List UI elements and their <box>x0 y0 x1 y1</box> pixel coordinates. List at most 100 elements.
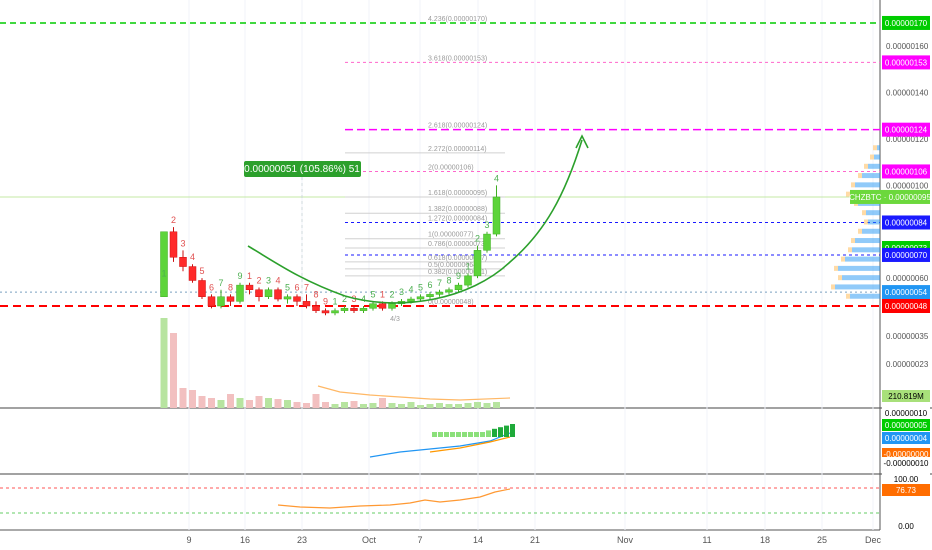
price-tag[interactable] <box>882 122 930 137</box>
price-tag[interactable] <box>882 247 930 262</box>
candle[interactable] <box>340 308 349 311</box>
volume-ma-line <box>317 385 511 401</box>
volume-bar <box>483 403 491 408</box>
candle[interactable] <box>464 275 472 286</box>
osc-tag <box>882 419 930 431</box>
volume-bar <box>398 404 405 408</box>
candle[interactable] <box>359 308 368 311</box>
candle[interactable] <box>435 291 444 295</box>
volume-profile-bar <box>838 265 880 271</box>
candle[interactable] <box>198 280 206 297</box>
volume-profile-bar <box>852 247 880 253</box>
histogram-bar <box>498 427 503 437</box>
signal-line <box>429 436 511 453</box>
trend-curve <box>247 245 346 297</box>
volume-bar <box>455 404 462 408</box>
price-tag[interactable] <box>882 55 930 70</box>
candle[interactable] <box>264 289 273 297</box>
candle[interactable] <box>483 233 491 251</box>
candle[interactable] <box>255 289 263 297</box>
candle[interactable] <box>274 289 282 300</box>
volume-bar <box>246 400 253 408</box>
candle[interactable] <box>245 284 254 291</box>
time-tick: Nov <box>617 535 634 545</box>
price-tag[interactable] <box>882 215 930 230</box>
fib-label: 1.272(0.00000084) <box>428 215 487 222</box>
price-tag[interactable] <box>882 15 930 30</box>
count-label: 2 <box>342 294 347 304</box>
volume-profile-bar <box>868 219 880 225</box>
candle[interactable] <box>378 303 387 309</box>
volume-bar <box>464 403 472 408</box>
candle[interactable] <box>492 196 501 235</box>
count-label: 9 <box>456 271 461 281</box>
osc-label: -0.00000000 <box>884 450 929 459</box>
price-tag-label: 0.00000106 <box>885 167 928 176</box>
osc2-label: 0.00 <box>898 522 914 531</box>
volume-bar <box>493 402 500 408</box>
volume-profile-bar <box>842 275 880 281</box>
candle[interactable] <box>321 310 330 314</box>
candle[interactable] <box>473 250 482 277</box>
candle[interactable] <box>293 296 301 302</box>
price-tag[interactable] <box>882 285 930 300</box>
volume-profile-bar <box>866 210 880 216</box>
time-tick: 21 <box>530 535 540 545</box>
count-label: 4 <box>190 252 195 262</box>
candle[interactable] <box>454 284 463 291</box>
price-tag-label: 0.00000084 <box>885 218 928 227</box>
histogram-bar <box>510 424 515 437</box>
candle[interactable] <box>445 289 453 293</box>
volume-profile-bar <box>873 145 877 151</box>
candle[interactable] <box>302 301 311 307</box>
candle[interactable] <box>312 305 320 311</box>
symbol-price-tag[interactable] <box>850 189 930 204</box>
candle[interactable] <box>188 266 197 281</box>
candle[interactable] <box>388 303 396 309</box>
candle[interactable] <box>179 257 187 267</box>
count-label: 5 <box>285 282 290 292</box>
projection-arrow[interactable] <box>344 139 583 304</box>
volume-profile-bar <box>846 293 850 299</box>
histogram-bar <box>462 432 467 437</box>
candle[interactable] <box>416 296 425 300</box>
histogram-bar <box>486 430 491 437</box>
price-tag[interactable] <box>882 164 930 179</box>
count-label: 1 <box>380 289 385 299</box>
fib-label: 1(0.00000077) <box>428 232 474 239</box>
volume-profile-bar <box>838 275 842 281</box>
volume-profile-bar <box>841 256 845 262</box>
candle[interactable] <box>407 298 415 302</box>
fib-label: 0.5(0.00000064) <box>428 262 479 269</box>
measure-box <box>244 161 361 177</box>
candle[interactable] <box>226 296 235 302</box>
histogram-bar <box>492 428 497 437</box>
candle[interactable] <box>169 231 178 258</box>
volume-bar <box>474 402 481 408</box>
count-label: 3 <box>180 238 185 248</box>
price-tag-label: 0.00000054 <box>885 288 928 297</box>
count-label: 4 <box>494 173 499 183</box>
candle[interactable] <box>369 303 377 309</box>
volume-profile-bar <box>862 210 866 216</box>
count-label: 2 <box>389 289 394 299</box>
volume-bar <box>322 402 329 408</box>
price-tag[interactable] <box>882 299 930 313</box>
volume-axis-label: 210.819M <box>888 392 924 401</box>
candle[interactable] <box>331 310 339 314</box>
candle[interactable] <box>160 231 168 297</box>
candle[interactable] <box>283 296 292 300</box>
fib-label: 2.272(0.00000114) <box>428 146 487 153</box>
fib-label: 3.618(0.00000153) <box>428 55 487 62</box>
volume-profile-bar <box>855 238 880 244</box>
candle[interactable] <box>350 308 358 311</box>
main-pane[interactable] <box>0 0 880 408</box>
candle[interactable] <box>217 296 225 307</box>
count-label: 7 <box>304 282 309 292</box>
volume-bar <box>170 333 177 408</box>
candle[interactable] <box>207 296 216 307</box>
candle[interactable] <box>426 294 434 297</box>
candle[interactable] <box>236 284 244 302</box>
